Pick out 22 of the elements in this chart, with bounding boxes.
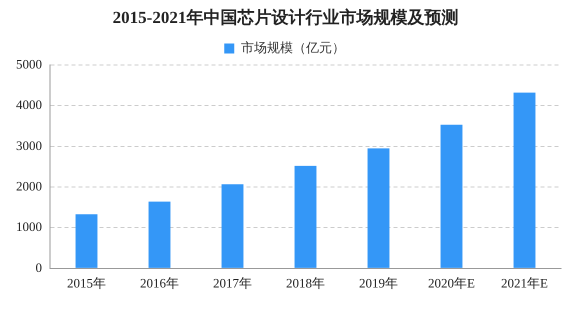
bar: [294, 166, 316, 268]
bar: [148, 202, 170, 268]
chart-title: 2015-2021年中国芯片设计行业市场规模及预测: [112, 7, 460, 29]
x-tick-label: 2017年: [213, 276, 252, 291]
y-tick-label: 4000: [16, 97, 42, 112]
x-tick-label: 2021年E: [501, 276, 548, 291]
x-tick-label: 2016年: [140, 276, 179, 291]
x-tick-label: 2018年: [286, 276, 325, 291]
y-tick-label: 3000: [16, 138, 42, 153]
bar: [514, 92, 536, 268]
legend-label: 市场规模（亿元）: [240, 40, 345, 56]
bar: [76, 214, 98, 268]
x-tick-label: 2020年E: [428, 276, 476, 291]
x-tick-label: 2019年: [359, 276, 398, 291]
y-tick-label: 0: [36, 260, 42, 275]
bar: [440, 124, 462, 268]
bar: [368, 148, 390, 268]
y-tick-label: 5000: [16, 56, 42, 72]
bar: [222, 184, 244, 268]
y-tick-label: 1000: [16, 219, 42, 234]
x-tick-label: 2015年: [67, 276, 106, 291]
y-tick-label: 2000: [16, 178, 42, 194]
